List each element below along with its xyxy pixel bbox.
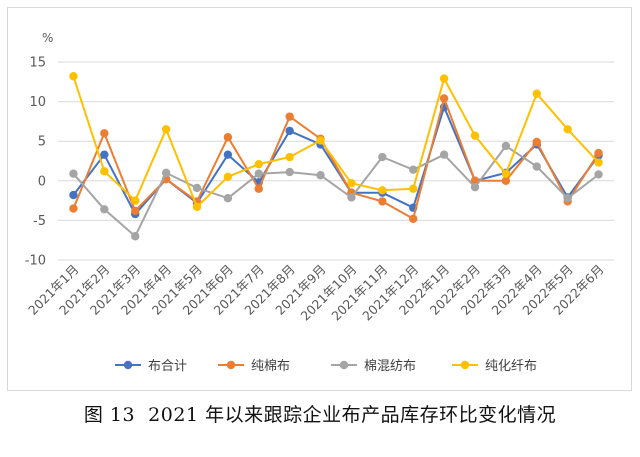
y-tick-label: 15 <box>29 56 46 71</box>
series-3 <box>69 141 603 241</box>
figure-caption: 图 13 2021 年以来跟踪企业布产品库存环比变化情况 <box>83 404 557 426</box>
data-point <box>254 159 263 169</box>
legend-item: 纯化纤布 <box>452 359 537 374</box>
data-point <box>192 202 202 212</box>
data-point <box>409 184 418 193</box>
data-point <box>347 178 356 188</box>
data-point <box>501 141 511 151</box>
legend-label: 布合计 <box>148 359 187 374</box>
data-point <box>285 152 294 162</box>
legend-item: 布合计 <box>115 359 187 374</box>
data-point <box>532 137 541 147</box>
data-point <box>223 150 233 159</box>
data-point <box>563 125 572 134</box>
data-point <box>439 74 449 83</box>
data-point <box>131 206 140 216</box>
data-point <box>501 169 511 178</box>
legend: 布合计 纯棉布 棉混纺布 纯化纤布 <box>115 359 537 374</box>
y-tick-label: 5 <box>38 135 46 150</box>
data-point <box>69 190 78 200</box>
data-point <box>439 150 449 159</box>
chart-area: 15 10 5 0 -5 -10 % 2021年1月 2021年2月 2021年3月 2021年… <box>7 7 632 391</box>
gridlines <box>58 61 614 261</box>
legend-marker <box>226 360 236 370</box>
data-point <box>594 148 603 158</box>
data-point <box>161 168 171 178</box>
data-point <box>563 194 572 203</box>
data-point <box>439 94 449 103</box>
legend-item: 棉混纺布 <box>331 359 416 374</box>
data-point <box>470 131 480 140</box>
data-point <box>409 214 418 224</box>
data-point <box>378 152 387 162</box>
data-point <box>501 176 511 185</box>
data-point <box>532 89 541 98</box>
y-tick-label: 10 <box>29 95 46 110</box>
data-point <box>223 194 233 203</box>
data-point <box>161 125 171 134</box>
series-lines <box>69 72 603 241</box>
legend-marker <box>339 360 349 370</box>
data-point <box>131 196 140 205</box>
data-point <box>254 184 263 193</box>
legend-marker <box>460 360 470 370</box>
data-point <box>594 158 603 167</box>
y-axis-unit-label: % <box>42 31 53 45</box>
x-axis-ticks: 2021年1月2021年2月2021年3月2021年4月2021年5月2021年… <box>25 262 607 324</box>
data-point <box>409 165 418 174</box>
data-point <box>69 204 78 213</box>
series-2 <box>69 94 603 224</box>
series-line <box>72 145 600 238</box>
data-point <box>594 170 603 179</box>
data-point <box>69 169 78 178</box>
data-point <box>470 182 480 192</box>
series-line <box>72 75 600 208</box>
data-point <box>285 112 294 121</box>
legend-marker <box>123 360 133 370</box>
data-point <box>316 136 325 145</box>
data-point <box>100 150 109 159</box>
data-point <box>347 193 356 202</box>
data-point <box>378 186 387 195</box>
data-point <box>223 172 233 182</box>
data-point <box>378 197 387 206</box>
data-point <box>316 171 325 180</box>
legend-label: 纯棉布 <box>251 359 290 374</box>
legend-label: 棉混纺布 <box>364 359 416 374</box>
legend-item: 纯棉布 <box>218 359 290 374</box>
data-point <box>100 129 109 138</box>
data-point <box>223 133 233 142</box>
data-point <box>254 169 263 178</box>
line-chart: 15 10 5 0 -5 -10 % 2021年1月2021年2月2021年3月2021年… <box>25 31 614 374</box>
y-tick-label: 0 <box>38 174 46 189</box>
data-point <box>100 205 109 214</box>
data-point <box>285 126 294 136</box>
data-point <box>532 162 541 171</box>
data-point <box>69 72 78 81</box>
y-tick-label: -5 <box>33 214 46 229</box>
y-tick-label: -10 <box>25 254 46 269</box>
data-point <box>131 232 140 241</box>
y-axis-ticks: 15 10 5 0 -5 -10 <box>25 56 46 269</box>
legend-label: 纯化纤布 <box>485 359 537 374</box>
data-point <box>192 183 202 193</box>
series-4 <box>69 72 603 212</box>
data-point <box>100 167 109 176</box>
data-point <box>285 167 294 177</box>
